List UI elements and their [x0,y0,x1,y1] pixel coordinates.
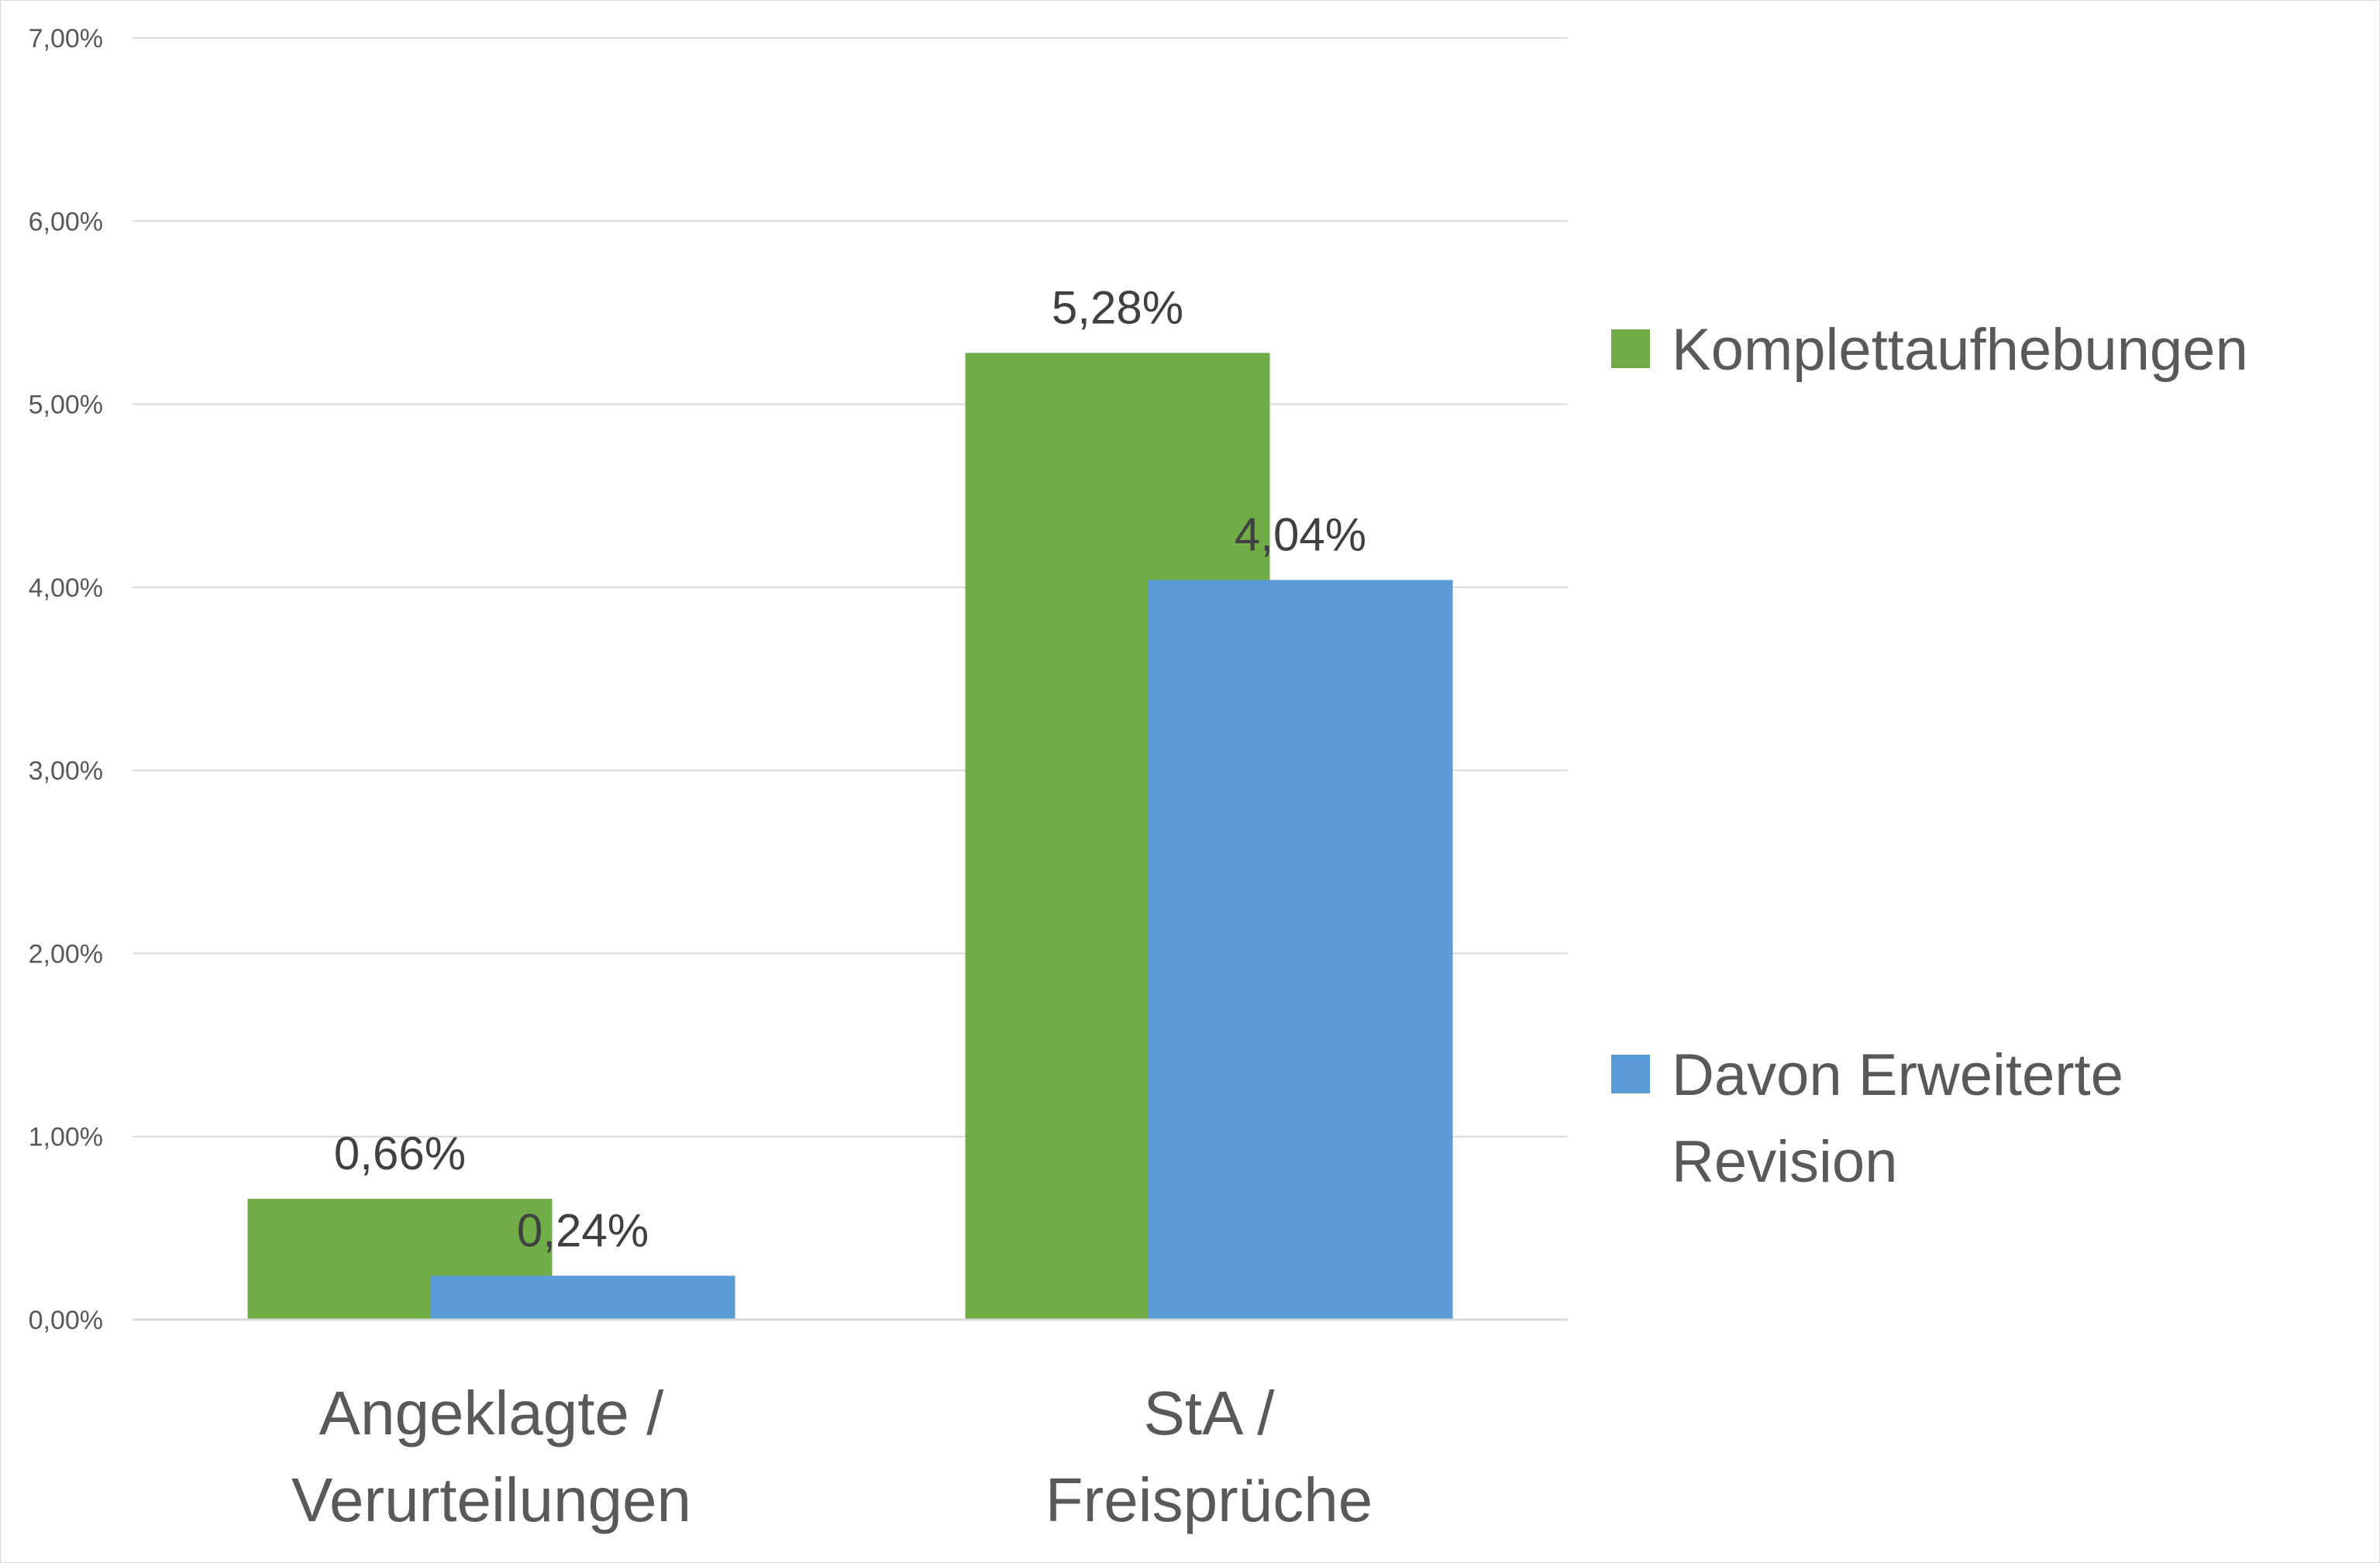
y-tick-label: 1,00% [29,1123,103,1152]
y-tick-label: 4,00% [29,573,103,603]
bar-series-1-cat-1 [1148,580,1453,1320]
category-label: Freisprüche [1045,1465,1373,1534]
legend-swatch [1611,1055,1650,1093]
y-tick-label: 2,00% [29,939,103,969]
legend-label: Komplettaufhebungen [1672,317,2248,383]
legend-swatch [1611,329,1650,368]
legend: Komplettaufhebungen Davon Erweiterte Revis… [1611,317,2248,1195]
y-tick-label: 5,00% [29,391,103,420]
category-label: StA / [1144,1379,1276,1448]
gridlines [133,37,1568,1138]
legend-label: Revision [1672,1129,1897,1195]
y-axis-tick-labels: 0,00% 1,00% 2,00% 3,00% 4,00% 5,00% 6,00% 7,00% [29,24,103,1335]
legend-label: Davon Erweiterte [1672,1042,2123,1108]
data-labels: 0,66% 0,24% 5,28% 4,04% [334,281,1366,1256]
y-tick-label: 7,00% [29,24,103,53]
y-tick-label: 6,00% [29,207,103,236]
data-label: 4,04% [1235,508,1366,560]
category-label: Verurteilungen [291,1465,691,1534]
data-label: 0,24% [517,1204,649,1256]
y-tick-label: 3,00% [29,756,103,786]
data-label: 0,66% [334,1127,466,1179]
category-label: Angeklagte / [319,1379,665,1448]
y-tick-label: 0,00% [29,1306,103,1335]
data-label: 5,28% [1052,281,1183,333]
bars [247,353,1453,1320]
bar-series-1-cat-0 [430,1276,735,1320]
category-labels: Angeklagte / Verurteilungen StA / Freisprüc… [291,1379,1373,1534]
